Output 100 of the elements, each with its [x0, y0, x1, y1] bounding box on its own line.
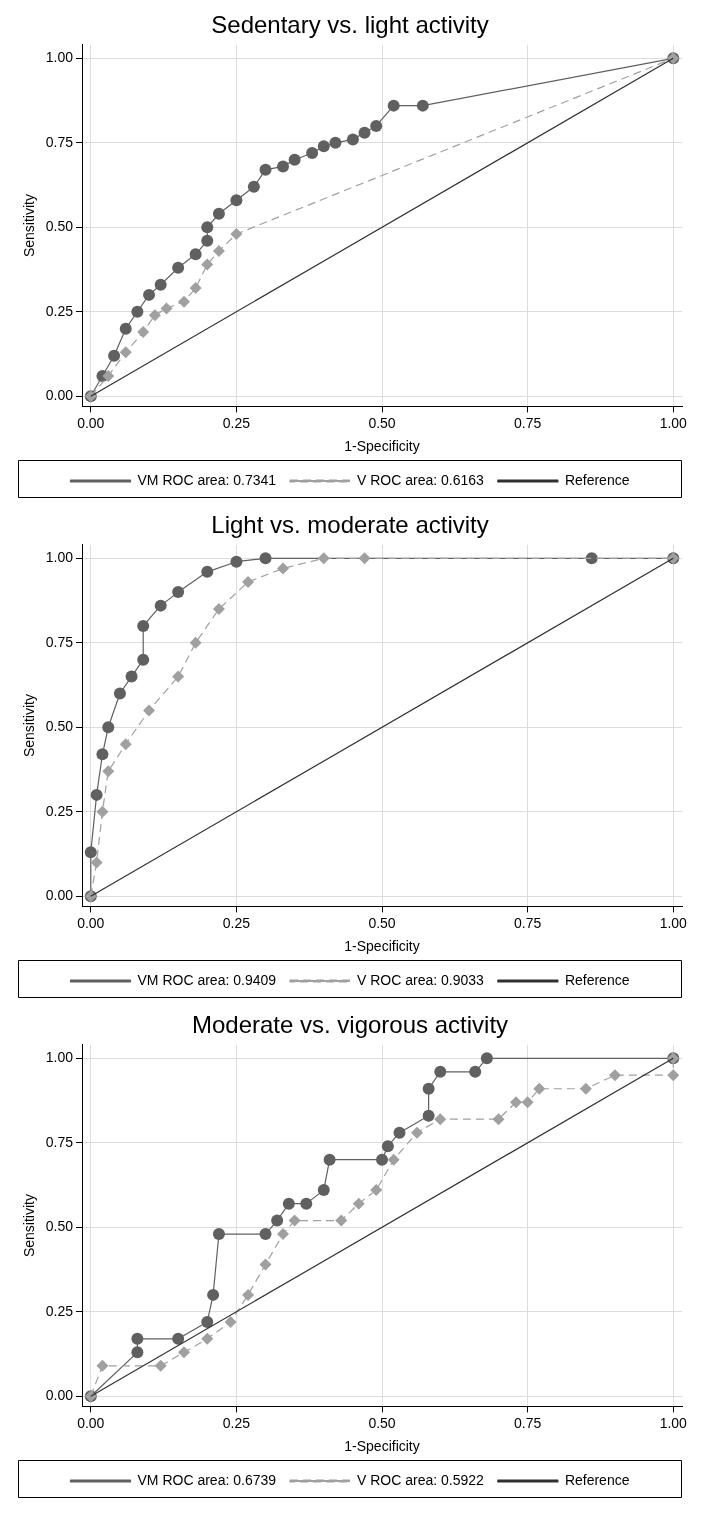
y-tick-label: 0.00: [45, 1387, 74, 1404]
point: [585, 552, 598, 565]
x-tick-label: 0.25: [222, 414, 251, 431]
y-tick-label: 0.25: [45, 802, 74, 819]
point: [346, 133, 359, 146]
point: [189, 248, 202, 261]
point: [230, 555, 243, 568]
chart-title: Moderate vs. vigorous activity: [191, 1011, 509, 1039]
point: [84, 846, 97, 859]
point: [317, 140, 330, 153]
x-axis-title: 1-Specificity: [344, 438, 420, 455]
y-tick-label: 0.00: [45, 387, 74, 404]
point: [376, 1153, 389, 1166]
y-tick-label: 1.00: [45, 549, 74, 566]
x-tick-label: 1.00: [659, 1414, 688, 1431]
y-axis-title: Sensitivity: [21, 194, 38, 258]
y-tick-label: 0.75: [45, 133, 74, 150]
point: [143, 288, 156, 301]
y-axis-title: Sensitivity: [21, 694, 38, 758]
point: [177, 295, 190, 308]
x-tick-label: 0.00: [77, 1414, 105, 1431]
point: [119, 322, 132, 335]
point: [125, 670, 138, 683]
point: [306, 146, 319, 159]
point: [177, 1346, 190, 1359]
point: [259, 1258, 272, 1271]
legend-label: VM ROC area: 0.9409: [137, 971, 277, 988]
legend-label: Reference: [564, 471, 630, 488]
legend-label: VM ROC area: 0.6739: [137, 1471, 277, 1488]
point: [416, 99, 429, 112]
point: [579, 1082, 592, 1095]
point: [609, 1069, 622, 1082]
point: [189, 282, 202, 295]
x-tick-label: 0.50: [368, 1414, 396, 1431]
y-tick-label: 0.75: [45, 1133, 74, 1150]
point: [422, 1082, 435, 1095]
legend-label: VM ROC area: 0.7341: [137, 471, 277, 488]
point: [247, 180, 260, 193]
point: [300, 1197, 313, 1210]
y-tick-label: 0.25: [45, 302, 74, 319]
point: [381, 1140, 394, 1153]
point: [259, 1228, 272, 1241]
point: [271, 1214, 284, 1227]
x-axis-title: 1-Specificity: [344, 938, 420, 955]
point: [113, 687, 126, 700]
point: [370, 119, 383, 132]
point: [201, 565, 214, 578]
legend-label: Reference: [564, 971, 630, 988]
y-tick-label: 0.75: [45, 633, 74, 650]
point: [212, 603, 225, 616]
point: [358, 126, 371, 139]
point: [201, 221, 214, 234]
point: [277, 160, 289, 173]
point: [137, 619, 150, 632]
point: [317, 552, 330, 565]
point: [277, 562, 289, 575]
point: [172, 261, 185, 274]
point: [131, 1332, 144, 1345]
x-tick-label: 0.50: [368, 414, 396, 431]
point: [434, 1113, 447, 1126]
point: [230, 228, 243, 241]
point: [137, 326, 150, 339]
point: [201, 1315, 214, 1328]
point: [282, 1197, 295, 1210]
point: [96, 748, 109, 761]
point: [323, 1153, 336, 1166]
point: [172, 670, 185, 683]
point: [154, 1359, 167, 1372]
point: [131, 305, 144, 318]
x-tick-label: 0.00: [77, 914, 105, 931]
point: [277, 1228, 289, 1241]
legend-label: V ROC area: 0.6163: [357, 471, 485, 488]
point: [137, 653, 150, 666]
point: [387, 1153, 400, 1166]
y-tick-label: 0.25: [45, 1302, 74, 1319]
point: [102, 721, 115, 734]
y-tick-label: 1.00: [45, 1049, 74, 1066]
point: [90, 788, 103, 801]
legend-label: V ROC area: 0.9033: [357, 971, 485, 988]
point: [370, 1184, 383, 1197]
x-tick-label: 0.25: [222, 1414, 251, 1431]
point: [242, 1288, 255, 1301]
point: [259, 163, 272, 176]
point: [288, 1214, 301, 1227]
point: [393, 1126, 406, 1139]
point: [212, 1228, 225, 1241]
point: [212, 244, 225, 257]
point: [469, 1065, 482, 1078]
point: [96, 805, 109, 818]
point: [317, 1184, 330, 1197]
x-tick-label: 0.75: [514, 1414, 542, 1431]
point: [259, 552, 272, 565]
point: [201, 234, 214, 247]
chart-title: Sedentary vs. light activity: [211, 11, 489, 39]
point: [242, 575, 255, 588]
point: [119, 346, 132, 359]
point: [352, 1197, 365, 1210]
point: [329, 136, 342, 149]
x-tick-label: 0.75: [514, 414, 542, 431]
y-tick-label: 1.00: [45, 49, 74, 66]
